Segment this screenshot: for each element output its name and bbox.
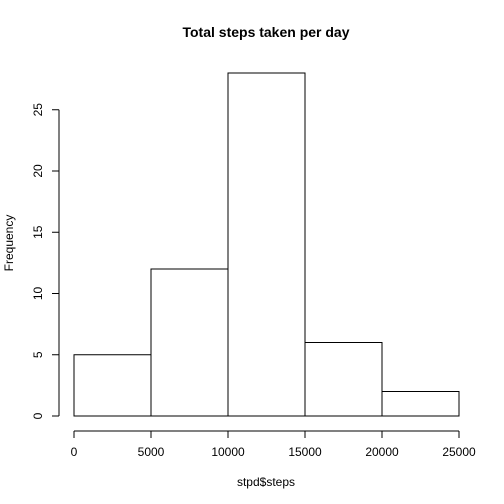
x-tick-label: 15000 bbox=[288, 445, 322, 459]
y-tick-label: 5 bbox=[31, 351, 45, 358]
x-tick-label: 0 bbox=[71, 445, 78, 459]
y-tick-label: 0 bbox=[31, 412, 45, 419]
histogram-bars bbox=[73, 72, 460, 417]
histogram-bar-5 bbox=[381, 391, 460, 417]
histogram-bar-1 bbox=[73, 354, 152, 417]
chart-title: Total steps taken per day bbox=[182, 24, 349, 40]
y-axis-label: Frequency bbox=[2, 215, 16, 272]
histogram-bar-4 bbox=[304, 342, 383, 417]
y-tick-label: 15 bbox=[31, 225, 45, 239]
x-tick-label: 5000 bbox=[138, 445, 165, 459]
y-tick-label: 20 bbox=[31, 164, 45, 178]
y-tick-label: 25 bbox=[31, 103, 45, 117]
y-tick-label: 10 bbox=[31, 287, 45, 301]
y-axis: 0 5 10 15 20 25 bbox=[31, 103, 60, 419]
x-tick-label: 25000 bbox=[442, 445, 476, 459]
x-tick-label: 10000 bbox=[211, 445, 245, 459]
histogram-bar-2 bbox=[150, 268, 229, 417]
x-axis-label: stpd$steps bbox=[237, 475, 295, 489]
x-axis: 0 5000 10000 15000 20000 25000 bbox=[71, 430, 476, 459]
x-tick-label: 20000 bbox=[365, 445, 399, 459]
histogram-bar-3 bbox=[227, 72, 306, 417]
